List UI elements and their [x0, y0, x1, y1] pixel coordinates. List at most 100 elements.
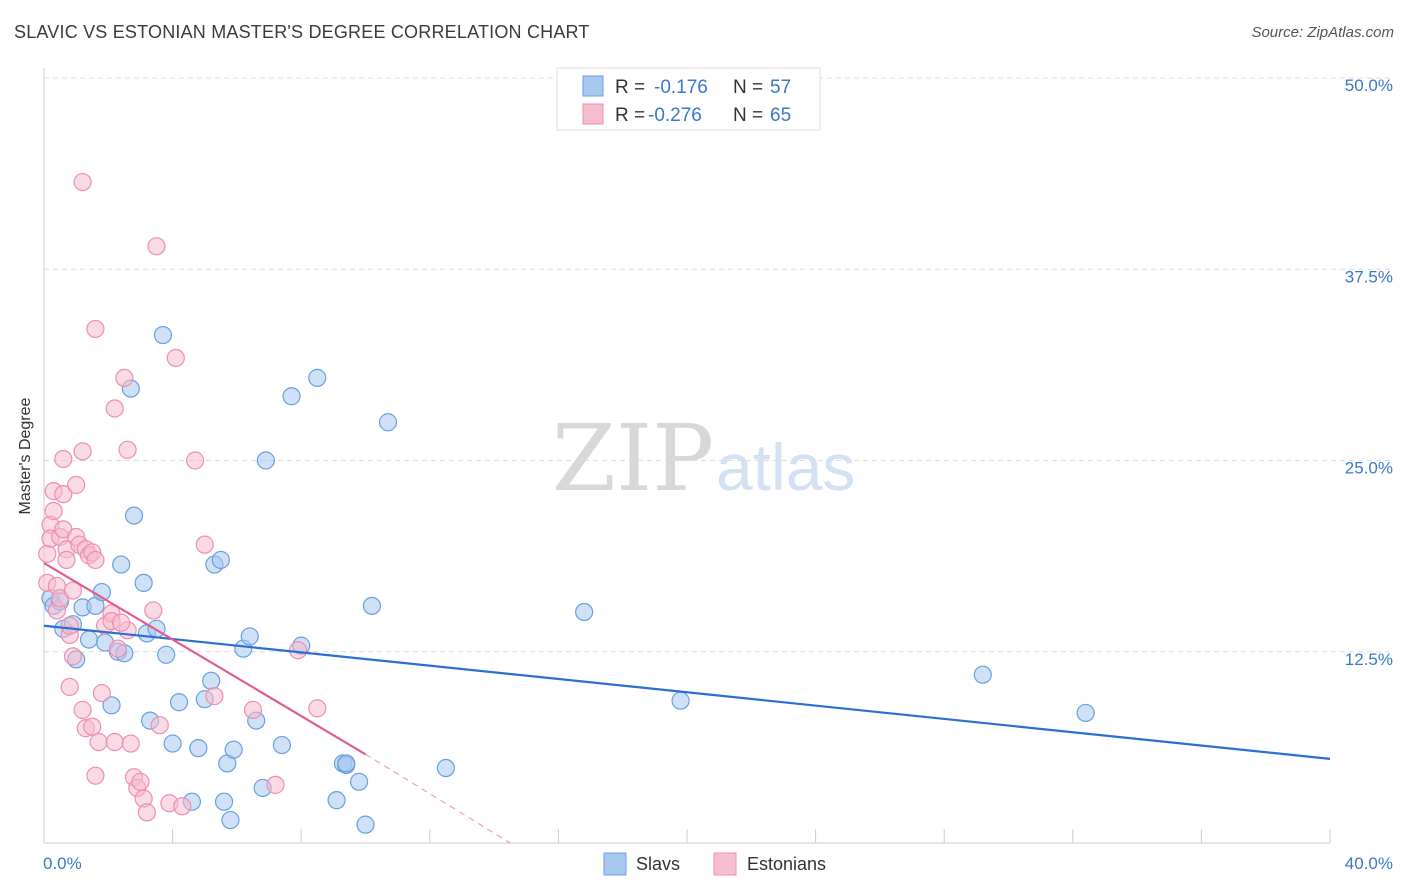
estonians-point-55 — [186, 451, 205, 470]
slavs-point-43 — [308, 368, 327, 387]
legend-n-label-slavs: N = — [733, 77, 763, 98]
estonians-point-33 — [92, 683, 111, 703]
slavs-trend-line — [43, 624, 1331, 760]
legend-swatch-slavs — [582, 75, 604, 97]
estonians-trend-line — [43, 562, 367, 756]
legend-r-label-estonians: R = — [615, 105, 645, 126]
estonians-point-14 — [57, 550, 76, 570]
data-points — [38, 172, 1095, 834]
estonians-point-43 — [121, 734, 140, 753]
slavs-point-44 — [327, 791, 346, 810]
estonians-point-50 — [147, 237, 166, 256]
slavs-point-40 — [272, 735, 292, 755]
bottom-legend: Slavs Estonians — [603, 852, 826, 876]
tick-labels: 12.5% 25.0% 37.5% 50.0% 0.0% 40.0% — [43, 76, 1393, 873]
estonians-point-41 — [118, 440, 137, 459]
estonians-point-30 — [86, 766, 105, 785]
estonians-point-21 — [67, 475, 86, 495]
estonians-point-53 — [166, 348, 185, 368]
slavs-point-47 — [349, 772, 369, 791]
y-tick-label-2: 37.5% — [1345, 267, 1393, 286]
slavs-point-39 — [256, 451, 275, 470]
slavs-point-23 — [163, 734, 182, 753]
estonians-point-28 — [83, 717, 102, 736]
slavs-point-49 — [362, 596, 382, 615]
y-tick-label-3: 50.0% — [1345, 76, 1393, 95]
slavs-point-16 — [124, 506, 144, 525]
slavs-point-53 — [575, 602, 594, 622]
estonians-point-10 — [54, 485, 73, 504]
legend-r-value-estonians: -0.276 — [648, 105, 702, 126]
axes — [43, 68, 1331, 844]
slavs-point-50 — [378, 413, 398, 432]
slavs-point-24 — [169, 693, 189, 712]
slavs-point-13 — [112, 555, 131, 574]
chart-title: SLAVIC VS ESTONIAN MASTER'S DEGREE CORRE… — [14, 22, 590, 42]
slavs-point-55 — [973, 665, 992, 684]
estonians-point-39 — [108, 639, 128, 658]
estonians-point-48 — [137, 803, 156, 822]
grid-lines — [44, 77, 1392, 653]
watermark: ZIP atlas — [552, 405, 855, 512]
estonians-point-5 — [44, 501, 63, 521]
slavs-point-33 — [221, 810, 240, 830]
estonians-point-38 — [105, 732, 124, 752]
estonians-point-64 — [112, 613, 131, 632]
estonians-point-32 — [89, 732, 108, 752]
y-tick-label-0: 12.5% — [1345, 650, 1393, 669]
slavs-point-51 — [337, 754, 356, 773]
estonians-point-57 — [205, 687, 224, 706]
slavs-point-52 — [436, 758, 455, 778]
estonians-point-1 — [38, 544, 57, 563]
slavs-point-54 — [671, 691, 690, 710]
slavs-point-11 — [102, 696, 121, 715]
slavs-point-56 — [1076, 703, 1095, 723]
slavs-point-30 — [211, 550, 230, 570]
estonians-point-37 — [105, 399, 124, 418]
estonians-point-18 — [63, 581, 83, 600]
x-tick-label-1: 40.0% — [1345, 854, 1393, 873]
slavs-point-26 — [189, 739, 208, 758]
estonians-point-63 — [86, 319, 105, 339]
x-tick-label-0: 0.0% — [43, 854, 82, 873]
slavs-point-34 — [224, 740, 243, 759]
legend-r-label-slavs: R = — [615, 77, 645, 98]
slavs-point-31 — [214, 792, 234, 811]
slavs-point-21 — [153, 325, 173, 345]
bottom-legend-swatch-slavs — [603, 852, 627, 876]
estonians-point-19 — [63, 647, 83, 666]
legend-n-label-estonians: N = — [733, 105, 763, 126]
slavs-point-28 — [202, 671, 221, 690]
slavs-point-36 — [240, 627, 259, 646]
estonians-point-56 — [195, 535, 214, 554]
estonians-point-59 — [266, 775, 285, 794]
legend-n-value-estonians: 65 — [770, 105, 791, 126]
legend-r-value-slavs: -0.176 — [654, 77, 708, 98]
estonians-point-51 — [150, 716, 169, 735]
chart-source: Source: ZipAtlas.com — [1251, 24, 1394, 41]
estonians-point-16 — [60, 616, 79, 635]
estonians-point-40 — [115, 368, 134, 387]
estonians-point-49 — [144, 601, 163, 620]
estonians-point-54 — [173, 797, 192, 816]
watermark-atlas: atlas — [716, 430, 855, 504]
estonians-point-58 — [243, 700, 263, 719]
y-tick-label-1: 25.0% — [1345, 459, 1393, 478]
slavs-point-41 — [282, 387, 301, 406]
slavs-point-48 — [356, 815, 375, 834]
slavs-point-17 — [134, 573, 153, 593]
slavs-point-22 — [157, 645, 176, 664]
slavs-point-7 — [79, 630, 99, 649]
bottom-legend-swatch-estonians — [713, 852, 737, 876]
legend: R = -0.176 N = 57 R = -0.276 N = 65 — [556, 67, 821, 131]
estonians-point-17 — [60, 677, 79, 697]
estonians-point-61 — [308, 699, 327, 718]
estonians-point-23 — [73, 442, 92, 461]
bottom-legend-label-estonians: Estonians — [747, 854, 826, 874]
legend-n-value-slavs: 57 — [770, 77, 791, 98]
bottom-legend-label-slavs: Slavs — [636, 854, 680, 874]
estonians-point-62 — [73, 172, 92, 192]
estonians-point-12 — [54, 449, 73, 469]
legend-swatch-estonians — [582, 103, 604, 125]
